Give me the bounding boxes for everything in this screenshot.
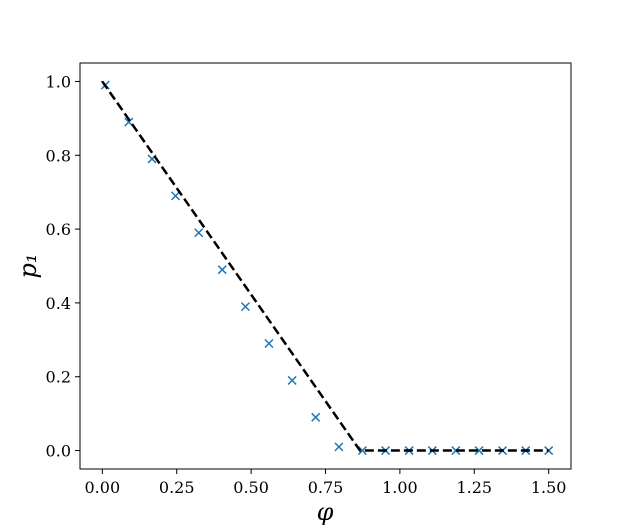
marker (357, 446, 367, 456)
y-tick-label: 0.8 (46, 146, 71, 165)
x-tick-label: 0.00 (85, 478, 121, 497)
marker (170, 191, 181, 201)
marker (451, 446, 461, 456)
marker (474, 446, 484, 456)
x-tick-label: 0.75 (308, 478, 344, 497)
y-tick-label: 1.0 (46, 72, 71, 91)
x-tick-label: 1.25 (456, 478, 492, 497)
x-tick-label: 1.50 (531, 478, 567, 497)
plot-frame (79, 62, 572, 470)
marker (194, 228, 204, 238)
y-tick-label: 0.6 (46, 220, 71, 239)
marker (544, 446, 554, 456)
x-tick-label: 1.00 (382, 478, 418, 497)
y-tick-label: 0.0 (46, 442, 71, 461)
marker (264, 338, 274, 349)
line (101, 80, 549, 452)
x-axis-label: φ (317, 498, 334, 526)
y-tick-label: 0.4 (46, 294, 71, 313)
marker (334, 442, 344, 452)
marker (311, 412, 321, 422)
y-tick-label: 0.2 (46, 368, 71, 387)
x-tick-label: 0.50 (233, 478, 269, 497)
marker (287, 375, 297, 385)
x-tick-label: 0.25 (159, 478, 195, 497)
marker (240, 302, 250, 312)
marker (217, 265, 227, 275)
y-axis-label: p₁ (14, 254, 42, 279)
